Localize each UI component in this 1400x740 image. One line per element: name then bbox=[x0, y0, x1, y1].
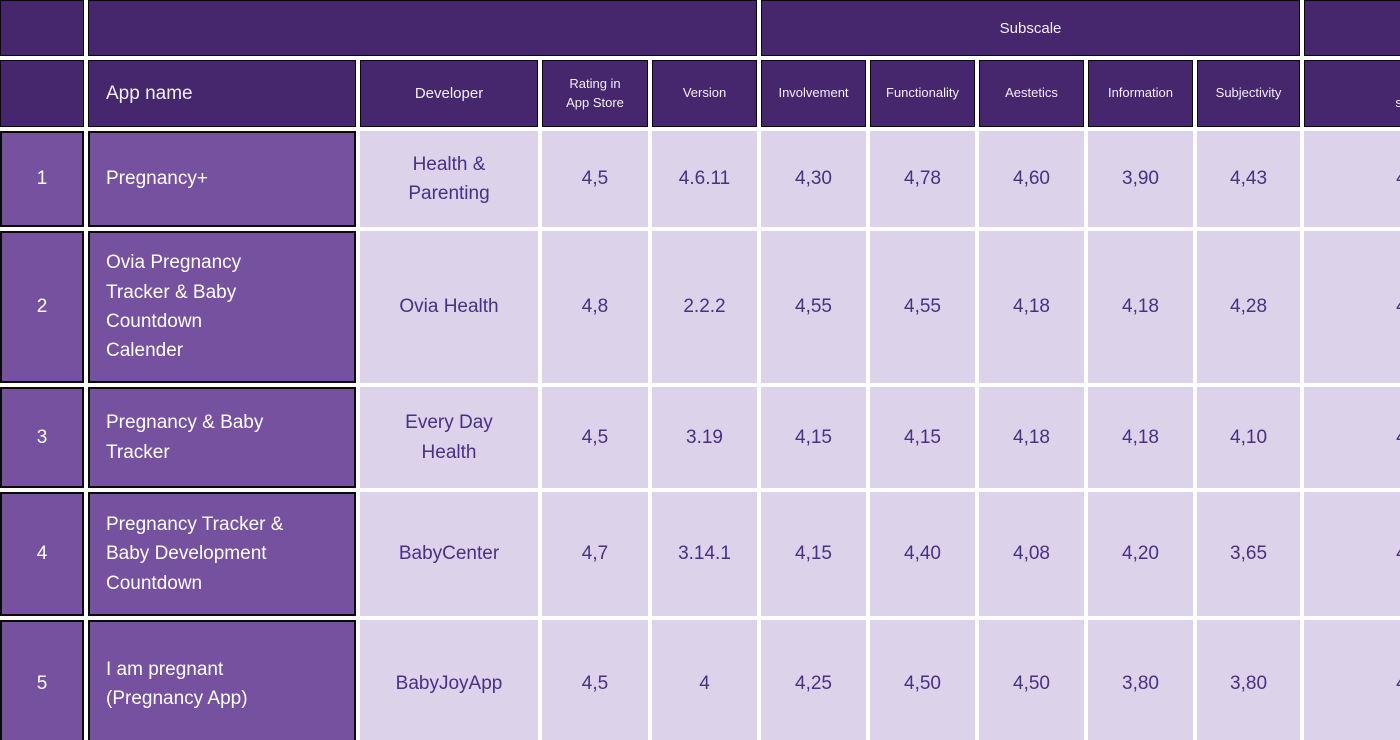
app-name-cell: I am pregnant (Pregnancy App) bbox=[88, 620, 356, 740]
rating-cell: 4,7 bbox=[542, 492, 648, 616]
developer-cell: Ovia Health bbox=[360, 231, 538, 383]
involvement-cell: 4,15 bbox=[761, 387, 866, 488]
row-number: 3 bbox=[0, 387, 84, 488]
table-row: 1 Pregnancy+ Health & Parenting 4,5 4.6.… bbox=[0, 131, 1400, 227]
developer-cell: Health & Parenting bbox=[360, 131, 538, 227]
information-cell: 4,18 bbox=[1088, 387, 1193, 488]
col-header-information: Information bbox=[1088, 60, 1193, 127]
col-header-involvement: Involvement bbox=[761, 60, 866, 127]
functionality-cell: 4,78 bbox=[870, 131, 975, 227]
rating-cell: 4,5 bbox=[542, 131, 648, 227]
table-row: 5 I am pregnant (Pregnancy App) BabyJoyA… bbox=[0, 620, 1400, 740]
total-scores-cell: 4,28 bbox=[1304, 231, 1400, 383]
col-header-developer: Developer bbox=[360, 60, 538, 127]
information-cell: 4,18 bbox=[1088, 231, 1193, 383]
app-name-cell: Ovia Pregnancy Tracker & Baby Countdown … bbox=[88, 231, 356, 383]
functionality-cell: 4,50 bbox=[870, 620, 975, 740]
developer-cell: Every Day Health bbox=[360, 387, 538, 488]
subscale-group-header: Subscale bbox=[761, 0, 1301, 56]
involvement-cell: 4,30 bbox=[761, 131, 866, 227]
table-row: 3 Pregnancy & Baby Tracker Every Day Hea… bbox=[0, 387, 1400, 488]
row-number: 1 bbox=[0, 131, 84, 227]
subjectivity-cell: 3,80 bbox=[1197, 620, 1301, 740]
col-header-rating: Rating in App Store bbox=[542, 60, 648, 127]
developer-cell: BabyJoyApp bbox=[360, 620, 538, 740]
table-row: 4 Pregnancy Tracker & Baby Development C… bbox=[0, 492, 1400, 616]
rating-cell: 4,8 bbox=[542, 231, 648, 383]
developer-cell: BabyCenter bbox=[360, 492, 538, 616]
version-cell: 2.2.2 bbox=[652, 231, 757, 383]
version-cell: 3.14.1 bbox=[652, 492, 757, 616]
subjectivity-cell: 4,43 bbox=[1197, 131, 1301, 227]
information-cell: 3,80 bbox=[1088, 620, 1193, 740]
subjectivity-cell: 4,10 bbox=[1197, 387, 1301, 488]
subjectivity-cell: 3,65 bbox=[1197, 492, 1301, 616]
information-cell: 3,90 bbox=[1088, 131, 1193, 227]
rating-cell: 4,5 bbox=[542, 620, 648, 740]
involvement-cell: 4,25 bbox=[761, 620, 866, 740]
app-name-cell: Pregnancy+ bbox=[88, 131, 356, 227]
total-scores-cell: 4,20 bbox=[1304, 492, 1400, 616]
version-cell: 4 bbox=[652, 620, 757, 740]
group-header-spacer bbox=[88, 0, 757, 56]
rating-cell: 4,5 bbox=[542, 387, 648, 488]
aestetics-cell: 4,18 bbox=[979, 231, 1084, 383]
row-number: 5 bbox=[0, 620, 84, 740]
aestetics-cell: 4,18 bbox=[979, 387, 1084, 488]
col-header-subjectivity: Subjectivity bbox=[1197, 60, 1301, 127]
functionality-cell: 4,15 bbox=[870, 387, 975, 488]
aestetics-cell: 4,60 bbox=[979, 131, 1084, 227]
aestetics-cell: 4,08 bbox=[979, 492, 1084, 616]
column-header-row: App name Developer Rating in App Store V… bbox=[0, 60, 1400, 127]
involvement-cell: 4,15 bbox=[761, 492, 866, 616]
app-name-cell: Pregnancy Tracker & Baby Development Cou… bbox=[88, 492, 356, 616]
version-cell: 3.19 bbox=[652, 387, 757, 488]
app-name-cell: Pregnancy & Baby Tracker bbox=[88, 387, 356, 488]
total-scores-cell: 4,20 bbox=[1304, 620, 1400, 740]
col-header-functionality: Functionality bbox=[870, 60, 975, 127]
col-header-aestetics: Aestetics bbox=[979, 60, 1084, 127]
col-header-version: Version bbox=[652, 60, 757, 127]
row-number: 2 bbox=[0, 231, 84, 383]
version-cell: 4.6.11 bbox=[652, 131, 757, 227]
total-group-spacer bbox=[1304, 0, 1400, 56]
involvement-cell: 4,55 bbox=[761, 231, 866, 383]
col-header-app-name: App name bbox=[88, 60, 356, 127]
group-header-row: Subscale bbox=[0, 0, 1400, 56]
row-number: 4 bbox=[0, 492, 84, 616]
col-header-total-scores: Total scores bbox=[1304, 60, 1400, 127]
functionality-cell: 4,55 bbox=[870, 231, 975, 383]
information-cell: 4,20 bbox=[1088, 492, 1193, 616]
total-scores-cell: 4,38 bbox=[1304, 131, 1400, 227]
functionality-cell: 4,40 bbox=[870, 492, 975, 616]
table-row: 2 Ovia Pregnancy Tracker & Baby Countdow… bbox=[0, 231, 1400, 383]
subjectivity-cell: 4,28 bbox=[1197, 231, 1301, 383]
col-header-index bbox=[0, 60, 84, 127]
corner-cell bbox=[0, 0, 84, 56]
aestetics-cell: 4,50 bbox=[979, 620, 1084, 740]
total-scores-cell: 4,25 bbox=[1304, 387, 1400, 488]
